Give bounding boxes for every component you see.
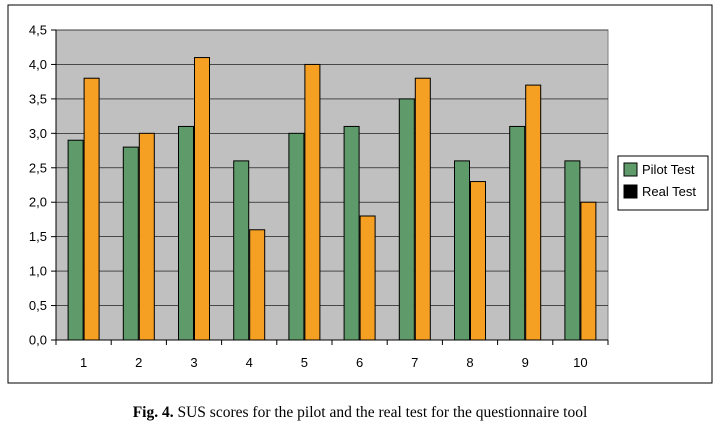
axes: 0,0 0,5 1,0 1,5 2,0 2,5 3,0 3,5 4,0 4,5 1 2 3 4 5 6 7 8 9 1… [29,23,609,370]
bars [67,57,597,341]
x-tick-label: 9 [522,355,529,370]
bar-pilot-test-9 [509,125,526,341]
caption-label: Fig. 4. [132,404,174,421]
bar-pilot-test-1 [67,139,84,341]
bar-real-test-10 [580,201,597,341]
y-tick-label: 1,5 [29,229,47,244]
x-tick-label: 2 [135,355,142,370]
bar-pilot-test-7 [398,98,415,341]
legend-swatch-pilot-test [623,162,638,177]
x-tick-label: 8 [466,355,473,370]
bar-real-test-6 [359,215,376,341]
bar-pilot-test-5 [288,132,305,341]
legend-label-real-test: Real Test [642,184,696,199]
x-tick-label: 7 [411,355,418,370]
bar-real-test-1 [83,77,100,341]
y-tick-label: 0,0 [29,333,47,348]
x-tick-label: 1 [80,355,87,370]
bar-real-test-8 [470,181,486,341]
y-tick-label: 1,0 [29,264,47,279]
y-tick-label: 3,0 [29,126,47,141]
bar-pilot-test-8 [454,160,470,341]
x-tick-label: 10 [573,355,587,370]
x-tick-label: 6 [356,355,363,370]
bar-real-test-4 [249,229,266,341]
bar-pilot-test-4 [233,160,250,341]
legend-swatch-real-test [623,184,638,199]
bar-real-test-7 [414,77,431,341]
bar-real-test-3 [194,57,210,341]
bar-pilot-test-6 [343,125,360,341]
y-tick-label: 2,5 [29,160,47,175]
x-tick-label: 4 [246,355,253,370]
figure-caption: Fig. 4. SUS scores for the pilot and the… [0,404,720,422]
x-tick-label: 5 [301,355,308,370]
legend-label-pilot-test: Pilot Test [642,162,695,177]
y-tick-label: 4,0 [29,57,47,72]
y-tick-label: 4,5 [29,23,47,38]
bar-real-test-5 [304,63,321,341]
y-tick-label: 0,5 [29,298,47,313]
bar-pilot-test-2 [122,146,139,341]
bar-real-test-9 [525,84,542,341]
y-tick-label: 2,0 [29,195,47,210]
bar-pilot-test-10 [564,160,581,341]
y-tick-label: 3,5 [29,91,47,106]
caption-text: SUS scores for the pilot and the real te… [173,404,588,421]
x-tick-label: 3 [190,355,197,370]
bar-pilot-test-3 [178,125,194,341]
bar-real-test-2 [138,132,155,341]
legend: Pilot Test Real Test [617,155,709,211]
